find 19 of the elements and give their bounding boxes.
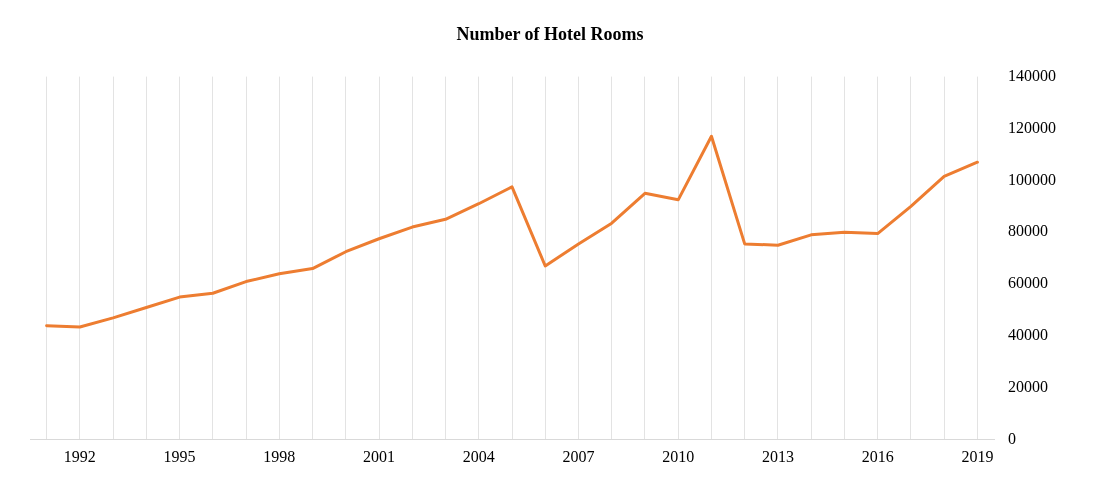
- x-tick-label: 2004: [462, 447, 495, 465]
- y-tick-label: 80000: [1008, 222, 1048, 240]
- x-tick-label: 1992: [63, 447, 96, 465]
- x-tick-label: 2010: [662, 447, 695, 465]
- y-tick-label: 60000: [1008, 274, 1048, 292]
- x-tick-label: 2019: [961, 447, 994, 465]
- y-tick-label: 0: [1008, 430, 1016, 447]
- x-tick-label: 2016: [861, 447, 894, 465]
- x-tick-label: 2001: [363, 447, 396, 465]
- x-tick-label: 2007: [562, 447, 595, 465]
- y-tick-label: 100000: [1008, 170, 1056, 188]
- chart-title: Number of Hotel Rooms: [456, 24, 644, 45]
- y-tick-label: 140000: [1008, 66, 1056, 84]
- x-tick-label: 1998: [263, 447, 296, 465]
- y-tick-label: 20000: [1008, 378, 1048, 396]
- x-tick-label: 2013: [761, 447, 794, 465]
- x-tick-label: 1995: [163, 447, 196, 465]
- y-tick-label: 120000: [1008, 118, 1056, 136]
- y-tick-label: 40000: [1008, 326, 1048, 344]
